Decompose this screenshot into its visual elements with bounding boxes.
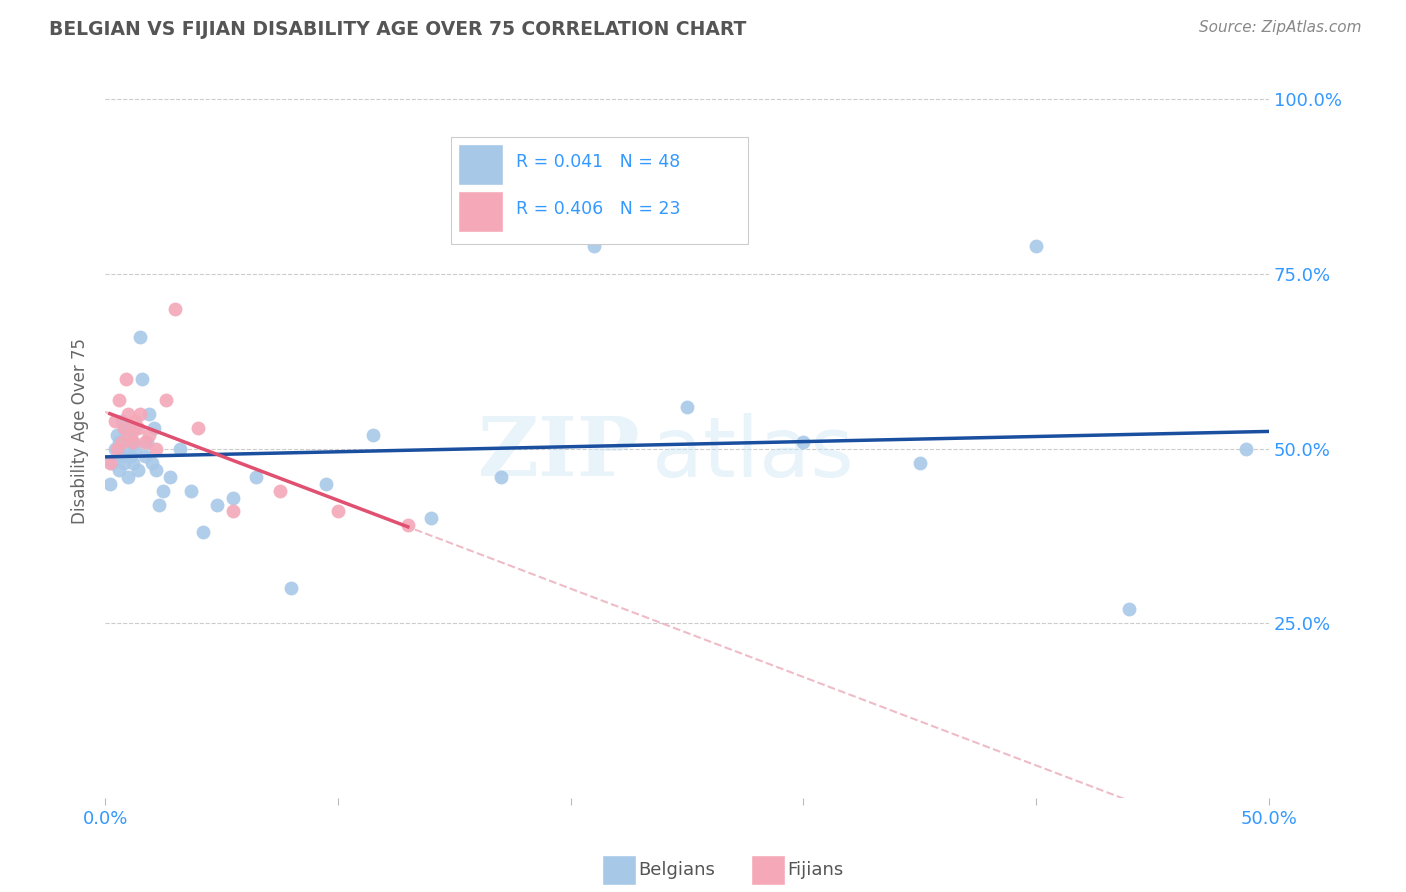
Point: [326, 504, 349, 518]
Point: [112, 420, 135, 434]
Point: [124, 420, 146, 434]
Point: [152, 483, 174, 498]
Point: [163, 301, 186, 316]
Point: [138, 427, 160, 442]
Text: atlas: atlas: [652, 413, 853, 493]
Point: [245, 469, 267, 483]
Text: BELGIAN VS FIJIAN DISABILITY AGE OVER 75 CORRELATION CHART: BELGIAN VS FIJIAN DISABILITY AGE OVER 75…: [49, 20, 747, 38]
FancyBboxPatch shape: [458, 191, 503, 232]
Point: [110, 449, 132, 463]
Point: [103, 442, 125, 456]
Point: [396, 518, 419, 533]
Point: [1118, 602, 1140, 616]
Y-axis label: Disability Age Over 75: Disability Age Over 75: [72, 338, 89, 524]
Point: [908, 456, 931, 470]
Point: [101, 456, 124, 470]
Text: Fijians: Fijians: [787, 861, 844, 879]
Point: [108, 434, 131, 449]
Point: [117, 427, 139, 442]
Point: [315, 476, 337, 491]
Point: [134, 434, 156, 449]
Point: [582, 239, 605, 253]
Point: [117, 469, 139, 483]
Point: [1234, 442, 1257, 456]
Point: [127, 462, 149, 476]
Point: [361, 427, 384, 442]
Point: [122, 456, 145, 470]
Text: R = 0.041   N = 48: R = 0.041 N = 48: [516, 153, 681, 170]
Point: [117, 407, 139, 421]
Point: [122, 434, 145, 449]
Point: [269, 483, 291, 498]
Point: [676, 400, 699, 414]
Point: [131, 372, 153, 386]
Point: [143, 420, 166, 434]
Point: [222, 504, 245, 518]
Point: [129, 329, 152, 343]
Point: [145, 442, 167, 456]
Point: [124, 414, 146, 428]
Point: [105, 427, 128, 442]
Point: [489, 469, 512, 483]
FancyBboxPatch shape: [451, 137, 748, 244]
Point: [134, 449, 156, 463]
Point: [105, 442, 128, 456]
Text: ZIP: ZIP: [478, 413, 641, 493]
Point: [420, 511, 443, 525]
Point: [110, 434, 132, 449]
FancyBboxPatch shape: [458, 145, 503, 186]
Text: R = 0.406   N = 23: R = 0.406 N = 23: [516, 201, 681, 219]
Point: [110, 414, 132, 428]
Point: [98, 456, 121, 470]
Point: [103, 414, 125, 428]
Point: [124, 442, 146, 456]
Point: [148, 498, 170, 512]
Point: [145, 462, 167, 476]
Point: [120, 427, 142, 442]
Point: [159, 469, 181, 483]
Point: [112, 420, 135, 434]
Point: [191, 525, 214, 540]
Point: [180, 483, 202, 498]
Point: [792, 434, 814, 449]
Point: [122, 434, 145, 449]
Point: [115, 442, 138, 456]
Text: Belgians: Belgians: [638, 861, 716, 879]
Point: [136, 434, 159, 449]
Point: [120, 449, 142, 463]
Point: [112, 456, 135, 470]
Text: Source: ZipAtlas.com: Source: ZipAtlas.com: [1198, 20, 1361, 35]
Point: [222, 491, 245, 505]
Point: [129, 407, 152, 421]
Point: [127, 420, 149, 434]
Point: [205, 498, 228, 512]
Point: [280, 582, 302, 596]
Point: [155, 392, 177, 407]
Point: [115, 372, 138, 386]
Point: [169, 442, 191, 456]
Point: [138, 407, 160, 421]
Point: [141, 456, 163, 470]
Point: [108, 462, 131, 476]
Point: [187, 420, 209, 434]
Point: [108, 392, 131, 407]
Point: [98, 476, 121, 491]
Point: [1025, 239, 1047, 253]
